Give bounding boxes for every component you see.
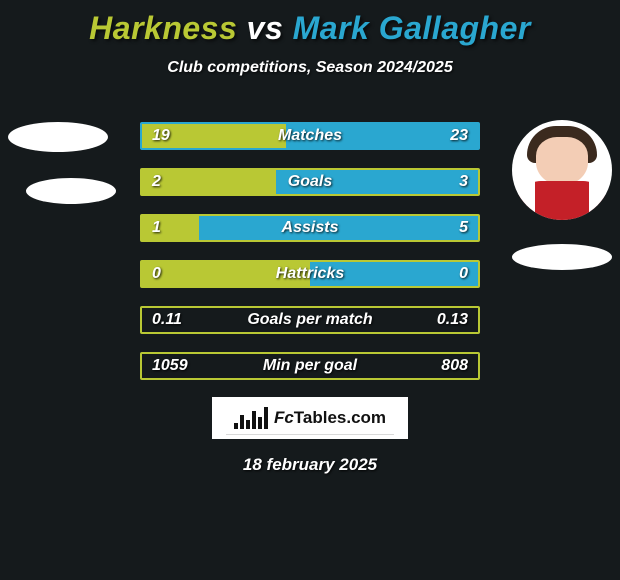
vs-text: vs — [247, 10, 284, 46]
stat-row: 0 Hattricks 0 — [140, 260, 480, 288]
stat-value-left: 0.11 — [152, 311, 182, 329]
player1-name: Harkness — [89, 10, 237, 46]
stat-value-left: 1059 — [152, 357, 188, 375]
stat-label: Hattricks — [276, 265, 344, 283]
stat-value-left: 0 — [152, 265, 161, 283]
stat-row: 0.11 Goals per match 0.13 — [140, 306, 480, 334]
stat-fill-right — [199, 216, 478, 240]
stat-value-left: 1 — [152, 219, 161, 237]
stat-value-right: 5 — [459, 219, 468, 237]
stat-value-left: 2 — [152, 173, 161, 191]
stat-label: Min per goal — [263, 357, 357, 375]
stat-value-right: 0 — [459, 265, 468, 283]
stat-label: Goals per match — [247, 311, 372, 329]
logo-text-left: Fc — [274, 408, 294, 427]
logo-bar-icon — [240, 415, 244, 429]
logo-text-right: Tables.com — [294, 408, 386, 427]
stat-fill-left — [142, 216, 199, 240]
logo-bar-icon — [264, 407, 268, 429]
stat-row: 1059 Min per goal 808 — [140, 352, 480, 380]
logo-bar-icon — [252, 411, 256, 429]
logo-text: FcTables.com — [274, 408, 386, 428]
player2-avatar — [512, 120, 612, 220]
placeholder-ellipse-icon — [512, 244, 612, 270]
stat-value-right: 0.13 — [437, 311, 468, 329]
logo-bar-icon — [258, 417, 262, 429]
stat-value-right: 3 — [459, 173, 468, 191]
logo-bar-icon — [234, 423, 238, 429]
stat-label: Goals — [288, 173, 332, 191]
avatar-face-icon — [536, 137, 588, 184]
stat-value-right: 23 — [450, 127, 468, 145]
subtitle: Club competitions, Season 2024/2025 — [0, 59, 620, 77]
fctables-logo: FcTables.com — [212, 397, 408, 439]
comparison-bars: 19 Matches 23 2 Goals 3 1 Assists 5 0 Hattricks 0 0.… — [140, 122, 480, 398]
placeholder-ellipse-icon — [8, 122, 108, 152]
stat-fill-left — [142, 170, 276, 194]
stat-label: Assists — [282, 219, 339, 237]
logo-bar-icon — [246, 420, 250, 429]
stat-value-left: 19 — [152, 127, 170, 145]
player2-name: Mark Gallagher — [293, 10, 531, 46]
stat-value-right: 808 — [441, 357, 468, 375]
logo-bars-icon — [234, 407, 268, 429]
date-label: 18 february 2025 — [243, 455, 377, 475]
stat-row: 1 Assists 5 — [140, 214, 480, 242]
avatar-jersey-icon — [517, 181, 607, 220]
stat-row: 2 Goals 3 — [140, 168, 480, 196]
stat-label: Matches — [278, 127, 342, 145]
comparison-card: Harkness vs Mark Gallagher Club competit… — [0, 0, 620, 580]
player2-avatar-illustration — [512, 120, 612, 220]
player2-avatar-zone — [512, 120, 612, 270]
page-title: Harkness vs Mark Gallagher — [0, 0, 620, 47]
stat-row: 19 Matches 23 — [140, 122, 480, 150]
player1-avatar-zone — [8, 120, 108, 204]
logo-underline-icon — [226, 434, 394, 435]
placeholder-ellipse-icon — [26, 178, 116, 204]
